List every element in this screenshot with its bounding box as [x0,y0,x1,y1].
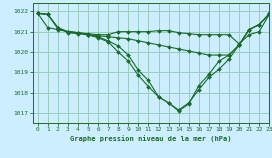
X-axis label: Graphe pression niveau de la mer (hPa): Graphe pression niveau de la mer (hPa) [70,135,232,142]
